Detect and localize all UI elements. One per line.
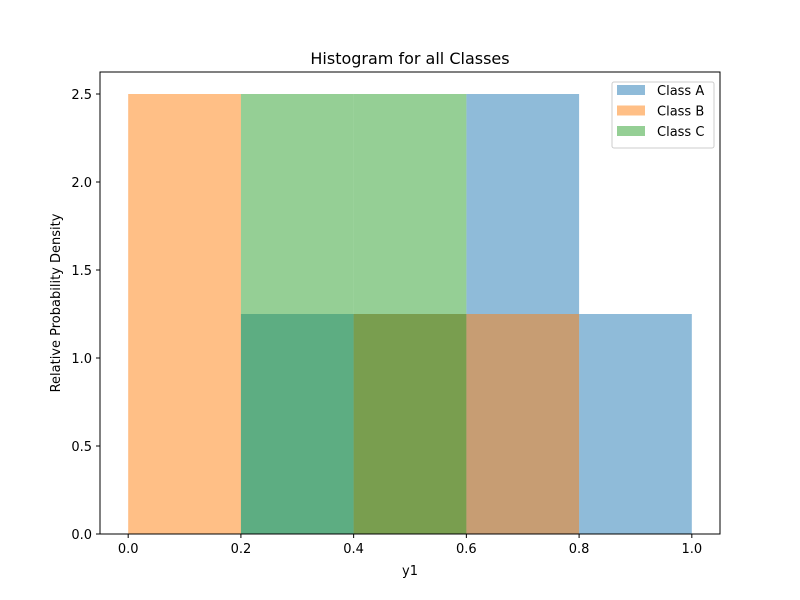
x-tick-label: 0.2 — [231, 542, 252, 557]
x-axis-ticks: 0.0 0.2 0.4 0.6 0.8 1.0 — [118, 534, 702, 557]
y-tick-label: 0.5 — [71, 440, 92, 455]
legend-swatch-class-c — [617, 126, 645, 136]
legend-label-class-a: Class A — [657, 84, 704, 99]
bar-class-b-0 — [128, 94, 241, 534]
legend-swatch-class-a — [617, 85, 645, 95]
legend-swatch-class-b — [617, 105, 645, 116]
bar-class-c-0 — [240, 94, 354, 534]
y-axis-ticks: 0.0 0.5 1.0 1.5 2.0 2.5 — [71, 88, 100, 543]
legend-label-class-b: Class B — [657, 105, 704, 120]
bar-class-b-2 — [466, 314, 580, 534]
x-tick-label: 0.4 — [343, 542, 364, 557]
x-tick-label: 1.0 — [681, 542, 702, 557]
x-axis-label: y1 — [402, 564, 418, 579]
y-tick-label: 2.0 — [71, 176, 92, 191]
y-tick-label: 2.5 — [71, 88, 92, 103]
x-tick-label: 0.6 — [456, 542, 477, 557]
bar-class-c-1 — [353, 94, 467, 534]
bars-layer — [128, 94, 692, 534]
legend-label-class-c: Class C — [657, 125, 704, 140]
x-tick-label: 0.8 — [569, 542, 590, 557]
y-tick-label: 0.0 — [71, 528, 92, 543]
legend: Class A Class B Class C — [611, 81, 715, 149]
plot-frame — [99, 71, 721, 535]
y-tick-label: 1.0 — [71, 352, 92, 367]
bar-class-a-3 — [579, 314, 692, 534]
chart-title: Histogram for all Classes — [310, 49, 509, 68]
x-tick-label: 0.0 — [118, 542, 139, 557]
y-axis-label: Relative Probability Density — [49, 213, 64, 392]
y-tick-label: 1.5 — [71, 264, 92, 279]
